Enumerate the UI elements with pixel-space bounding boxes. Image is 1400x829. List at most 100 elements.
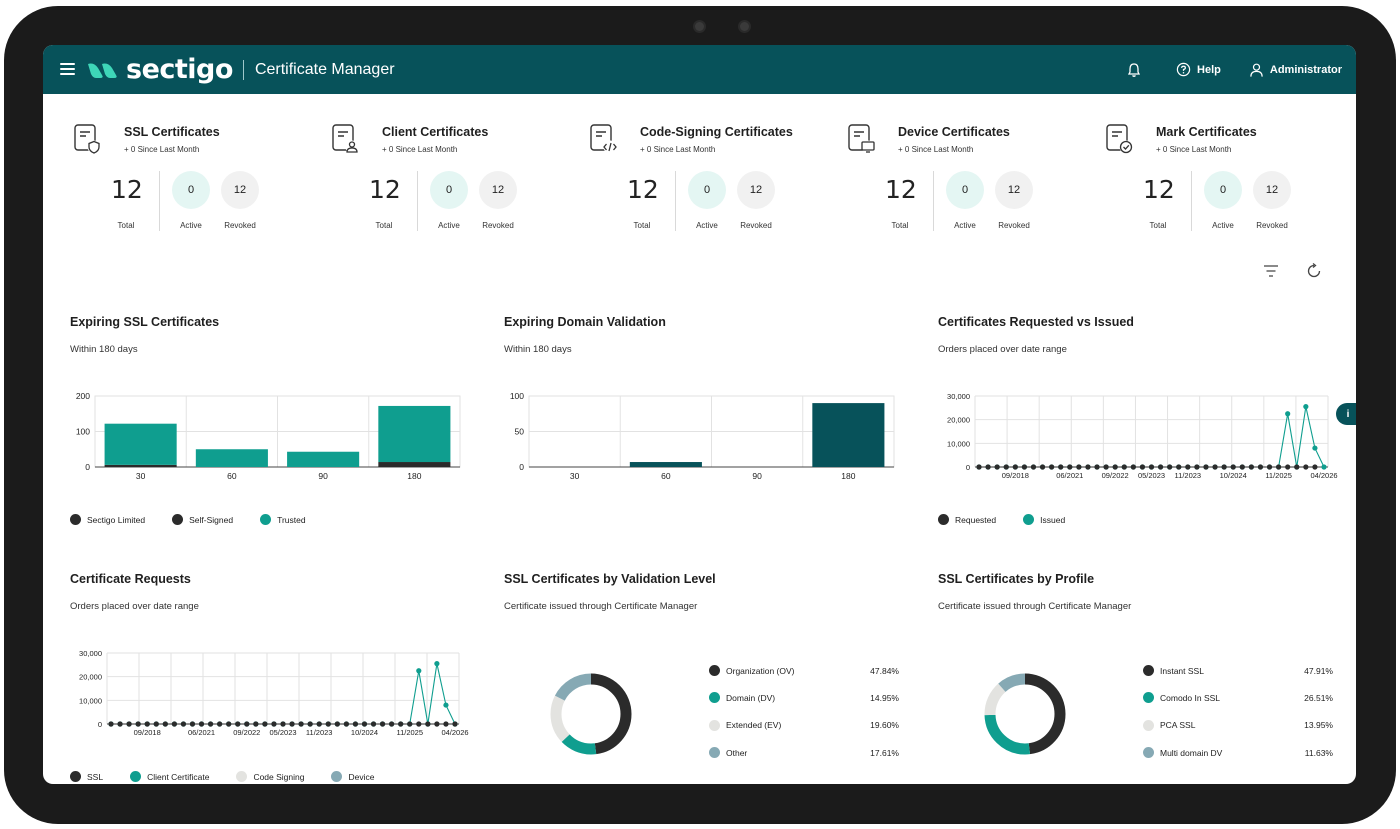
data-point[interactable] [1321, 464, 1327, 470]
bar[interactable] [287, 451, 360, 467]
data-point[interactable] [994, 464, 1000, 470]
data-point[interactable] [126, 721, 132, 727]
data-point[interactable] [135, 721, 141, 727]
menu-icon[interactable] [60, 63, 75, 75]
data-point[interactable] [171, 721, 177, 727]
data-point[interactable] [262, 721, 268, 727]
data-point[interactable] [434, 661, 440, 667]
data-point[interactable] [1157, 464, 1164, 470]
legend-item[interactable]: Requested [938, 514, 996, 525]
data-point[interactable] [352, 721, 359, 727]
notifications-button[interactable] [1126, 62, 1148, 78]
stat-card[interactable]: Client Certificates + 0 Since Last Month 1… [331, 123, 581, 243]
data-point[interactable] [1085, 464, 1091, 470]
data-point[interactable] [235, 721, 241, 727]
data-point[interactable] [443, 702, 449, 708]
data-point[interactable] [180, 721, 187, 727]
help-button[interactable]: Help [1176, 62, 1221, 77]
data-point[interactable] [343, 721, 349, 727]
data-point[interactable] [1312, 464, 1318, 470]
data-point[interactable] [253, 721, 259, 727]
data-point[interactable] [1130, 464, 1136, 470]
data-point[interactable] [443, 721, 449, 727]
stat-active-value[interactable]: 0 [1204, 171, 1242, 209]
donut-slice[interactable] [550, 673, 632, 755]
data-point[interactable] [1294, 464, 1300, 470]
data-point[interactable] [434, 721, 440, 727]
data-point[interactable] [226, 721, 232, 727]
brand-logo[interactable]: sectigo Certificate Manager [86, 54, 395, 85]
bar[interactable] [104, 464, 177, 467]
data-point[interactable] [207, 721, 214, 727]
data-point[interactable] [407, 721, 413, 727]
stat-revoked-value[interactable]: 12 [221, 171, 259, 209]
data-point[interactable] [985, 464, 991, 470]
data-point[interactable] [1003, 464, 1009, 470]
data-point[interactable] [1021, 464, 1027, 470]
filter-icon[interactable] [1262, 262, 1280, 280]
legend-item[interactable]: Self-Signed [172, 514, 233, 525]
data-point[interactable] [1248, 464, 1254, 470]
data-point[interactable] [1285, 411, 1291, 417]
user-menu[interactable]: Administrator [1249, 62, 1342, 78]
data-point[interactable] [1176, 464, 1182, 470]
stat-active-value[interactable]: 0 [946, 171, 984, 209]
data-point[interactable] [389, 721, 395, 727]
legend-item[interactable]: Domain (DV) 14.95% [709, 684, 899, 711]
data-point[interactable] [307, 721, 313, 727]
data-point[interactable] [976, 464, 982, 470]
donut-slice[interactable] [984, 673, 1066, 755]
data-point[interactable] [1030, 464, 1037, 470]
stat-card[interactable]: Code-Signing Certificates + 0 Since Last … [589, 123, 839, 243]
stat-revoked-value[interactable]: 12 [479, 171, 517, 209]
data-point[interactable] [1239, 464, 1245, 470]
stat-active-value[interactable]: 0 [430, 171, 468, 209]
legend-item[interactable]: Device [331, 771, 374, 782]
data-point[interactable] [452, 721, 458, 727]
data-point[interactable] [1139, 464, 1146, 470]
data-point[interactable] [379, 721, 386, 727]
data-point[interactable] [1058, 464, 1064, 470]
data-point[interactable] [117, 721, 123, 727]
stat-revoked-value[interactable]: 12 [737, 171, 775, 209]
data-point[interactable] [1285, 464, 1291, 470]
stat-revoked-value[interactable]: 12 [995, 171, 1033, 209]
data-point[interactable] [1121, 464, 1127, 470]
data-point[interactable] [325, 721, 331, 727]
data-point[interactable] [1221, 464, 1227, 470]
stat-active-value[interactable]: 0 [172, 171, 210, 209]
bar[interactable] [104, 423, 177, 465]
data-point[interactable] [416, 721, 422, 727]
data-point[interactable] [361, 721, 368, 727]
data-point[interactable] [1203, 464, 1209, 470]
data-point[interactable] [398, 721, 404, 727]
data-point[interactable] [198, 721, 205, 727]
refresh-icon[interactable] [1305, 262, 1323, 280]
data-point[interactable] [416, 668, 422, 674]
stat-card[interactable]: Mark Certificates + 0 Since Last Month 12 T… [1105, 123, 1355, 243]
data-point[interactable] [1112, 464, 1118, 470]
data-point[interactable] [280, 721, 286, 727]
data-point[interactable] [1303, 404, 1309, 410]
data-point[interactable] [162, 721, 168, 727]
bar[interactable] [812, 403, 885, 467]
data-point[interactable] [1312, 445, 1318, 451]
stat-revoked-value[interactable]: 12 [1253, 171, 1291, 209]
bar[interactable] [195, 449, 268, 467]
data-point[interactable] [298, 721, 304, 727]
donut-slice[interactable] [550, 673, 632, 755]
data-point[interactable] [334, 721, 340, 727]
legend-item[interactable]: Extended (EV) 19.60% [709, 712, 899, 739]
data-point[interactable] [271, 721, 277, 727]
legend-item[interactable]: Code Signing [236, 771, 304, 782]
legend-item[interactable]: Other 17.61% [709, 739, 899, 766]
data-point[interactable] [108, 721, 114, 727]
data-point[interactable] [1185, 464, 1191, 470]
data-point[interactable] [1276, 464, 1282, 470]
data-point[interactable] [1212, 464, 1218, 470]
legend-item[interactable]: SSL [70, 771, 103, 782]
donut-slice[interactable] [984, 673, 1066, 755]
legend-item[interactable]: Organization (OV) 47.84% [709, 657, 899, 684]
data-point[interactable] [1266, 464, 1273, 470]
legend-item[interactable]: Trusted [260, 514, 306, 525]
